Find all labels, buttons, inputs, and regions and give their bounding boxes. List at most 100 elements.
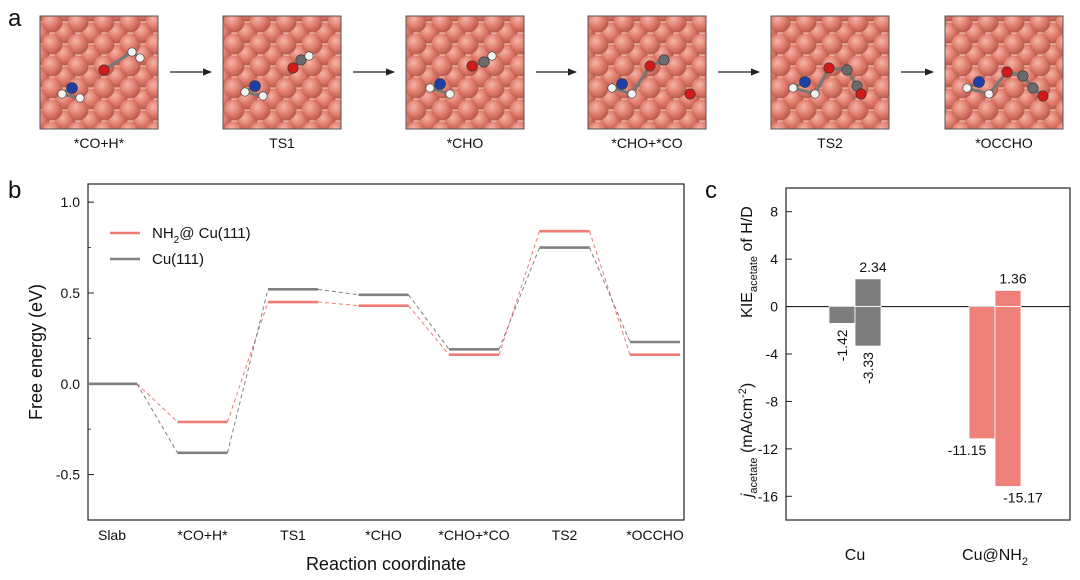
x-category-label: Cu [845, 547, 865, 564]
atom-n [973, 76, 985, 88]
structure-frame [770, 15, 890, 130]
panel-a-structures: *CO+H* TS1 *CHO *CHO+*CO TS2 *OCCHO [39, 15, 1064, 151]
label-end: ) [739, 383, 756, 388]
legend-text-main: NH [152, 225, 174, 242]
bar [854, 278, 882, 307]
bar-value-label: -3.33 [860, 352, 876, 384]
x-category-label: Slab [98, 527, 126, 543]
connector-dashed [589, 247, 631, 343]
connector-dashed [136, 383, 178, 423]
atom-h [240, 87, 250, 97]
atom-c [478, 56, 490, 68]
atom-n [799, 76, 811, 88]
bar [994, 306, 1022, 487]
label-main: KIE [739, 292, 756, 318]
connector-dashed [317, 301, 359, 307]
structure-frame [405, 15, 525, 130]
category-sub: 2 [1022, 556, 1028, 568]
label-rest: of H/D [739, 206, 756, 256]
label-sub: acetate [748, 458, 760, 494]
atom-o [287, 62, 299, 74]
connector-dashed [589, 231, 631, 355]
label-sub: acetate [748, 256, 760, 292]
atom-o [644, 60, 656, 72]
x-category-label: *CO+H* [177, 527, 228, 543]
x-axis-label: Reaction coordinate [306, 554, 466, 574]
y-axis-label: Free energy (eV) [26, 284, 46, 420]
connector-dashed [498, 247, 540, 350]
atom-o [684, 88, 696, 100]
legend-text-sub: 2 [174, 235, 180, 246]
category-main: Cu@NH [962, 547, 1022, 564]
bar-value-label: -11.15 [948, 442, 987, 458]
y-tick-label: 0.0 [61, 376, 81, 392]
atom-h [425, 83, 435, 93]
step-label-2: TS1 [269, 135, 295, 151]
y-axis-label-kie: KIEacetate of H/D [739, 206, 760, 318]
y-tick-label: 8 [770, 204, 778, 220]
x-category-label: *OCCHO [626, 527, 684, 543]
atom-c [658, 54, 670, 66]
atom-h [788, 83, 798, 93]
atom-h [445, 89, 455, 99]
atom-o [823, 62, 835, 74]
atom-h [258, 91, 268, 101]
atom-c [841, 64, 853, 76]
panel-c-label: c [705, 177, 717, 204]
y-tick-label: 1.0 [61, 194, 81, 210]
atom-h [304, 51, 314, 61]
bond [630, 65, 652, 95]
y-axis-label-current: jacetate (mA/cm-2) [737, 383, 760, 499]
atom-h [810, 89, 820, 99]
atom-o [855, 88, 867, 100]
atom-h [627, 89, 637, 99]
atom-h [127, 47, 137, 57]
bond [103, 50, 133, 72]
connector-dashed [408, 294, 450, 350]
y-tick-label: 0 [770, 299, 778, 315]
atom-c [1017, 70, 1029, 82]
structure-snapshot-3 [405, 15, 525, 130]
bar-value-label: 2.34 [859, 259, 886, 275]
plot-frame [87, 183, 685, 521]
atom-c [1027, 82, 1039, 94]
atom-o [466, 60, 478, 72]
atom-c [295, 54, 307, 66]
x-category-label: *CHO [365, 527, 402, 543]
atom-h [487, 51, 497, 61]
y-tick-label: -4 [766, 346, 779, 362]
x-category-label: Cu@NH2 [962, 547, 1028, 568]
structure-frame [944, 15, 1064, 130]
label-rest: (mA/cm [739, 398, 756, 458]
series-cu111 [87, 246, 680, 455]
legend: NH2@ Cu(111) Cu(111) [110, 225, 251, 268]
plot-frame [785, 187, 1071, 521]
structure-snapshot-1 [39, 15, 159, 130]
structure-frame [222, 15, 342, 130]
structure-frame [587, 15, 707, 130]
label-sup: -2 [737, 388, 749, 398]
connector-dashed [136, 383, 178, 454]
y-tick-label: -12 [758, 441, 778, 457]
legend-label: NH2@ Cu(111) [152, 225, 251, 246]
connector-dashed [227, 289, 269, 453]
legend-text-rest: @ Cu(111) [179, 225, 250, 242]
bar [968, 306, 996, 440]
atom-n [249, 80, 261, 92]
atom-o [1037, 90, 1049, 102]
structure-snapshot-6 [944, 15, 1064, 130]
x-category-label: TS2 [552, 527, 578, 543]
atom-h [57, 89, 67, 99]
cu-slab-front [40, 16, 158, 129]
step-label-5: TS2 [817, 135, 843, 151]
step-label-4: *CHO+*CO [611, 135, 682, 151]
step-label-3: *CHO [447, 135, 484, 151]
panel-b-energy-chart: -0.5 0.0 0.5 1.0 Slab *CO+H* TS1 *CHO *CHO+*CO TS… [26, 183, 685, 574]
atom-n [616, 78, 628, 90]
structure-snapshot-5 [770, 15, 890, 130]
cu-slab-front [406, 16, 524, 129]
atom-h [962, 83, 972, 93]
bar-value-label: -15.17 [1003, 489, 1043, 505]
structure-snapshot-2 [222, 15, 342, 130]
